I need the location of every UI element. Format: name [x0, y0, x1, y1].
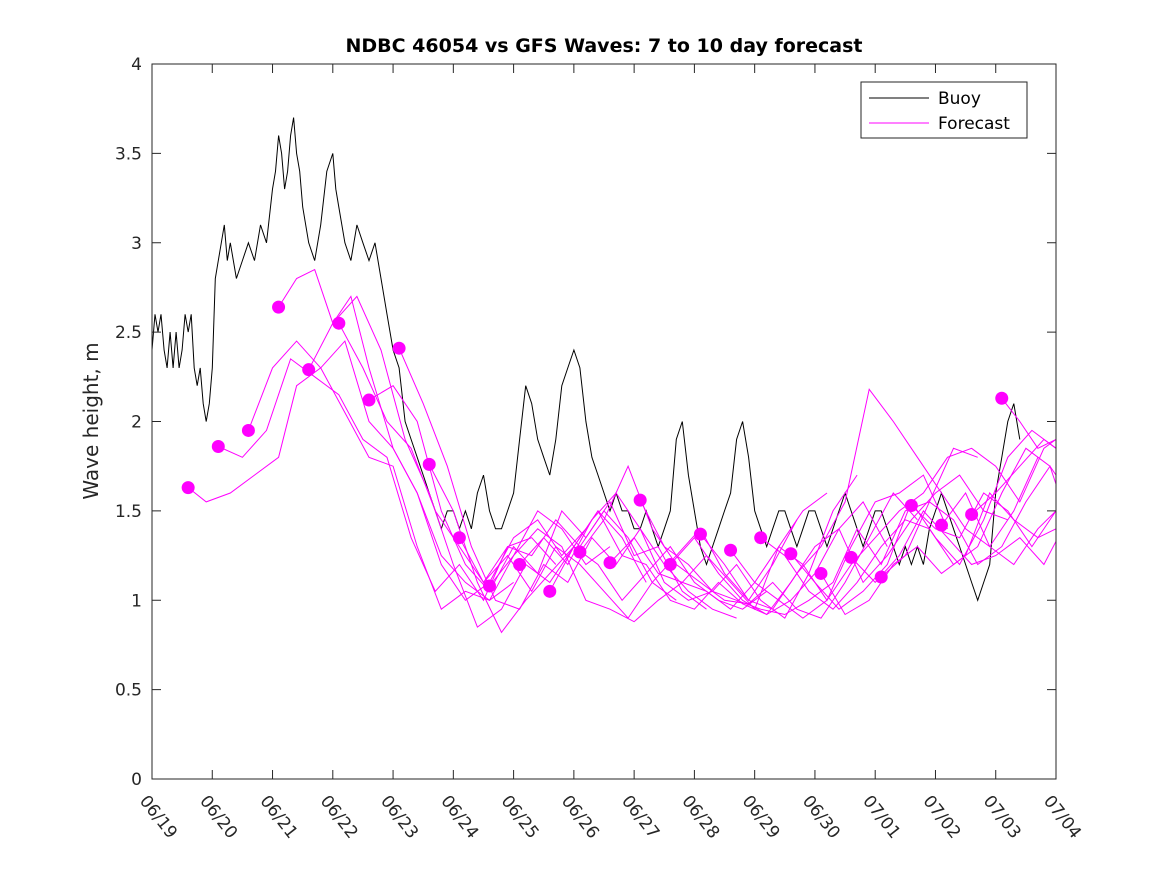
forecast-run-line-22	[820, 492, 1057, 616]
forecast-marker	[995, 391, 1009, 405]
forecast-marker	[724, 543, 738, 557]
forecast-run-line-26	[941, 492, 1057, 566]
forecast-marker	[904, 499, 918, 513]
forecast-marker	[302, 363, 316, 377]
forecast-marker	[181, 481, 195, 495]
forecast-run-line-19	[730, 438, 1057, 619]
forecast-run-line-16	[639, 447, 978, 616]
forecast-marker	[272, 300, 286, 314]
forecast-run-line-15	[609, 474, 948, 610]
forecast-run-line-23	[850, 510, 1057, 584]
y-tick-label: 3	[131, 234, 142, 254]
forecast-marker	[513, 558, 527, 571]
forecast-run-line-25	[911, 492, 1057, 548]
forecast-marker	[814, 566, 828, 580]
y-tick-label: 4	[131, 55, 142, 75]
forecast-run-line-6	[338, 322, 677, 601]
forecast-run-line-7	[368, 385, 707, 610]
forecast-marker	[573, 545, 587, 559]
forecast-run-line-11	[489, 492, 828, 623]
y-tick-label: 1.5	[115, 502, 142, 522]
forecast-marker	[874, 570, 888, 584]
forecast-marker	[422, 457, 436, 471]
forecast-run-line-1	[187, 367, 514, 610]
forecast-run-line-27	[971, 438, 1057, 515]
forecast-marker	[603, 556, 617, 570]
forecast-marker	[392, 341, 406, 355]
series-forecast	[181, 268, 1057, 634]
forecast-marker	[362, 393, 376, 407]
forecast-marker	[754, 531, 768, 545]
forecast-run-line-21	[790, 429, 1057, 610]
legend-label: Buoy	[938, 89, 981, 109]
legend-label: Forecast	[938, 114, 1010, 134]
y-tick-label: 0	[131, 770, 142, 790]
y-tick-label: 2.5	[115, 323, 142, 343]
chart-title: NDBC 46054 vs GFS Waves: 7 to 10 day for…	[345, 35, 862, 57]
forecast-run-line-13	[549, 501, 888, 616]
y-tick-label: 2	[131, 413, 142, 433]
forecast-marker	[784, 547, 798, 561]
forecast-marker	[663, 558, 677, 571]
forecast-run-line-8	[398, 348, 737, 619]
forecast-marker	[965, 507, 979, 521]
forecast-run-line-4	[278, 268, 611, 602]
y-axis-label: Wave height, m	[79, 342, 103, 499]
y-tick-label: 0.5	[115, 681, 142, 701]
plot-area	[152, 64, 1056, 779]
forecast-marker	[543, 584, 557, 598]
forecast-marker	[934, 518, 948, 532]
y-tick-label: 3.5	[115, 144, 142, 164]
forecast-marker	[332, 316, 346, 330]
forecast-run-line-17	[669, 474, 1008, 616]
forecast-marker	[482, 579, 496, 593]
legend: Buoy Forecast	[860, 81, 1028, 139]
forecast-run-line-28	[1001, 397, 1057, 449]
buoy-line	[151, 117, 1021, 602]
forecast-run-line-24	[880, 465, 1057, 578]
forecast-marker	[452, 531, 466, 545]
series-buoy	[151, 117, 1021, 602]
forecast-marker	[241, 423, 255, 437]
legend-box	[860, 81, 1028, 139]
plot-background	[152, 64, 1056, 779]
forecast-marker	[844, 550, 858, 564]
forecast-run-line-18	[700, 388, 1039, 610]
forecast-marker	[633, 493, 647, 507]
y-tick-label: 1	[131, 591, 142, 611]
forecast-marker	[211, 440, 225, 454]
forecast-marker	[693, 527, 707, 541]
forecast-run-line-20	[760, 447, 1057, 610]
